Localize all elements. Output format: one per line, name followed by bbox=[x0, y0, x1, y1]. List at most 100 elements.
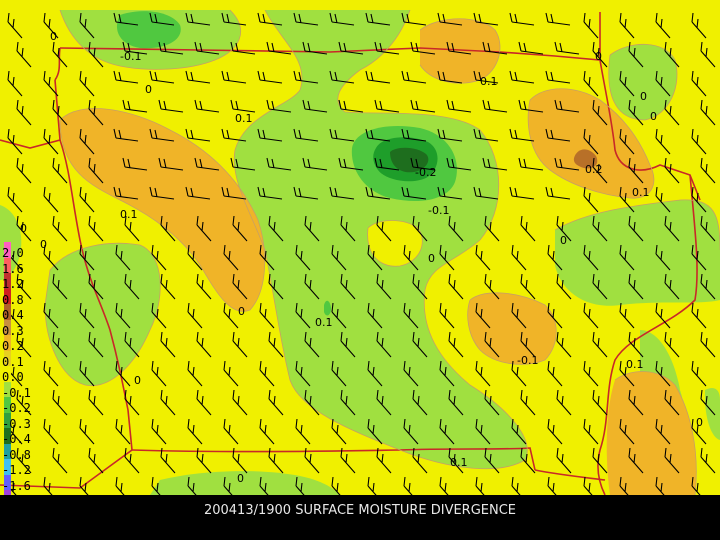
border-north-west bbox=[54, 47, 61, 81]
green-region-east-edge bbox=[704, 388, 720, 440]
wind-barb bbox=[412, 331, 428, 358]
wind-barb bbox=[511, 244, 527, 271]
wind-barb bbox=[259, 360, 275, 387]
legend-swatch bbox=[4, 443, 11, 460]
wind-barb bbox=[115, 418, 131, 445]
wind-barb bbox=[475, 360, 491, 387]
wind-barb bbox=[520, 331, 536, 358]
state-borders bbox=[0, 12, 701, 495]
legend-swatch bbox=[4, 304, 11, 321]
wind-barb bbox=[293, 186, 319, 200]
wind-barb bbox=[592, 273, 608, 300]
wind-barb bbox=[700, 99, 716, 126]
wind-barb bbox=[376, 215, 392, 242]
contour-lines bbox=[44, 9, 720, 495]
wind-barb bbox=[439, 476, 449, 495]
wind-barb bbox=[628, 157, 644, 184]
wind-barb bbox=[556, 273, 572, 300]
wind-barb bbox=[592, 389, 608, 416]
wind-barb bbox=[592, 215, 608, 242]
wind-barb bbox=[691, 186, 707, 213]
wind-barb bbox=[412, 215, 428, 242]
wind-barb bbox=[401, 70, 427, 84]
wind-barb bbox=[509, 12, 535, 26]
wind-barb bbox=[518, 99, 544, 113]
contour-label: 0 bbox=[640, 90, 647, 103]
wind-barb bbox=[473, 12, 499, 26]
wind-barb bbox=[439, 244, 455, 271]
wind-barb bbox=[448, 447, 464, 474]
wind-barb bbox=[439, 418, 455, 445]
wind-barb bbox=[52, 447, 68, 474]
wind-barb bbox=[518, 157, 544, 171]
wind-barb bbox=[257, 12, 283, 26]
wind-barb bbox=[619, 128, 635, 155]
border-north bbox=[59, 12, 601, 61]
wind-barb bbox=[187, 476, 197, 495]
legend-label: 0.3 bbox=[2, 323, 24, 338]
contour-label: 0 bbox=[237, 472, 244, 485]
wind-barb bbox=[619, 302, 635, 329]
wind-barb bbox=[115, 302, 131, 329]
wind-barb bbox=[619, 186, 635, 213]
wind-barb bbox=[223, 302, 239, 329]
wind-barb bbox=[43, 476, 53, 495]
wind-barb bbox=[223, 360, 239, 387]
wind-barb bbox=[43, 302, 59, 329]
legend-label: -0.1 bbox=[2, 385, 31, 400]
wind-barb bbox=[151, 476, 161, 495]
wind-barb bbox=[79, 418, 95, 445]
wind-barb bbox=[52, 389, 68, 416]
wind-barb bbox=[655, 128, 671, 155]
wind-barb bbox=[446, 41, 472, 55]
wind-barb bbox=[518, 41, 544, 55]
wind-barb bbox=[583, 186, 599, 213]
wind-barb bbox=[122, 99, 148, 113]
legend-label: -0.4 bbox=[2, 432, 31, 446]
wind-barb bbox=[446, 157, 472, 171]
wind-barb bbox=[295, 302, 311, 329]
wind-barb bbox=[403, 476, 413, 495]
green-region-northeast bbox=[608, 44, 677, 120]
green-region-south bbox=[150, 471, 340, 495]
wind-barb bbox=[52, 215, 68, 242]
wind-barb bbox=[187, 360, 203, 387]
wind-barb bbox=[547, 418, 563, 445]
legend-label: -0.8 bbox=[2, 447, 31, 462]
wind-barb bbox=[655, 302, 671, 329]
wind-barb bbox=[115, 244, 131, 271]
wind-barb bbox=[340, 331, 356, 358]
wind-barb bbox=[547, 244, 563, 271]
wind-barb bbox=[367, 418, 383, 445]
wind-barb bbox=[295, 360, 311, 387]
wind-barb bbox=[628, 273, 644, 300]
wind-barb bbox=[655, 244, 671, 271]
wind-barb bbox=[329, 128, 355, 142]
legend-swatch bbox=[4, 350, 11, 367]
border-east-upper bbox=[599, 59, 701, 201]
wind-barb bbox=[403, 302, 419, 329]
wind-barb bbox=[151, 302, 167, 329]
wind-barb bbox=[554, 157, 580, 171]
legend-swatch bbox=[4, 412, 11, 429]
wind-barb bbox=[691, 476, 701, 495]
contour-label: 0.1 bbox=[120, 208, 138, 221]
wind-barb bbox=[160, 389, 176, 416]
wind-barb bbox=[194, 157, 220, 171]
wind-barb bbox=[628, 99, 644, 126]
wind-barb bbox=[295, 476, 305, 495]
legend-label: 0.1 bbox=[2, 354, 24, 369]
wind-barb bbox=[592, 447, 608, 474]
contour-label: 0.1 bbox=[626, 358, 644, 371]
wind-barb bbox=[583, 360, 599, 387]
wind-barb bbox=[304, 331, 320, 358]
wind-barb bbox=[16, 273, 32, 300]
wind-barb bbox=[340, 447, 356, 474]
contour-label: -0.1 bbox=[120, 50, 141, 63]
yellow-pocket-central bbox=[367, 220, 423, 267]
color-legend: 2.0 1.6 1.2 0.8 0.4 0.3 0.2 0.1 0.0 -0.1 -0.2 -0.3-… bbox=[0, 242, 48, 512]
wind-barb bbox=[124, 215, 140, 242]
wind-barb bbox=[266, 41, 292, 55]
wind-barb bbox=[158, 99, 184, 113]
wind-barb bbox=[619, 360, 635, 387]
